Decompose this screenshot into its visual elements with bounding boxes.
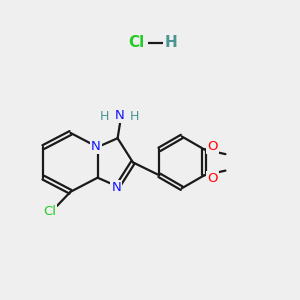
Text: H: H: [129, 110, 139, 123]
Text: Cl: Cl: [44, 205, 56, 218]
Text: Cl: Cl: [129, 35, 145, 50]
Text: H: H: [165, 35, 178, 50]
Text: N: N: [91, 140, 101, 153]
Text: N: N: [115, 109, 125, 122]
Text: N: N: [111, 181, 121, 194]
Text: O: O: [207, 172, 218, 185]
Text: O: O: [207, 140, 218, 153]
Text: H: H: [100, 110, 109, 123]
